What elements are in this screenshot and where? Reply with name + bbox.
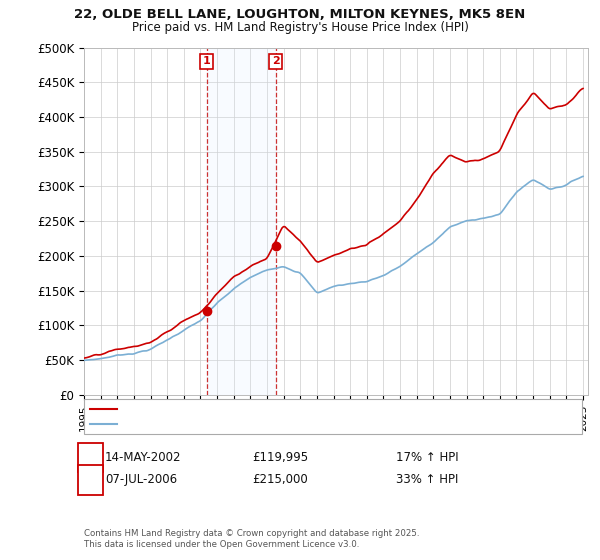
Text: 14-MAY-2002: 14-MAY-2002 [105,451,182,464]
Bar [206,48,275,395]
Text: £215,000: £215,000 [252,473,308,487]
Text: 1: 1 [203,57,211,66]
Text: HPI: Average price, semi-detached house, Milton Keynes: HPI: Average price, semi-detached house,… [122,419,403,429]
Text: Price paid vs. HM Land Registry's House Price Index (HPI): Price paid vs. HM Land Registry's House … [131,21,469,34]
Text: 33% ↑ HPI: 33% ↑ HPI [396,473,458,487]
Text: 2: 2 [272,57,280,66]
Text: 22, OLDE BELL LANE, LOUGHTON, MILTON KEYNES, MK5 8EN: 22, OLDE BELL LANE, LOUGHTON, MILTON KEY… [74,8,526,21]
Text: 1: 1 [87,452,94,463]
Text: 07-JUL-2006: 07-JUL-2006 [105,473,177,487]
Text: £119,995: £119,995 [252,451,308,464]
Text: Contains HM Land Registry data © Crown copyright and database right 2025.
This d: Contains HM Land Registry data © Crown c… [84,529,419,549]
Text: 17% ↑ HPI: 17% ↑ HPI [396,451,458,464]
Text: 22, OLDE BELL LANE, LOUGHTON, MILTON KEYNES, MK5 8EN (semi-detached house): 22, OLDE BELL LANE, LOUGHTON, MILTON KEY… [122,404,542,414]
Text: 2: 2 [87,475,94,485]
